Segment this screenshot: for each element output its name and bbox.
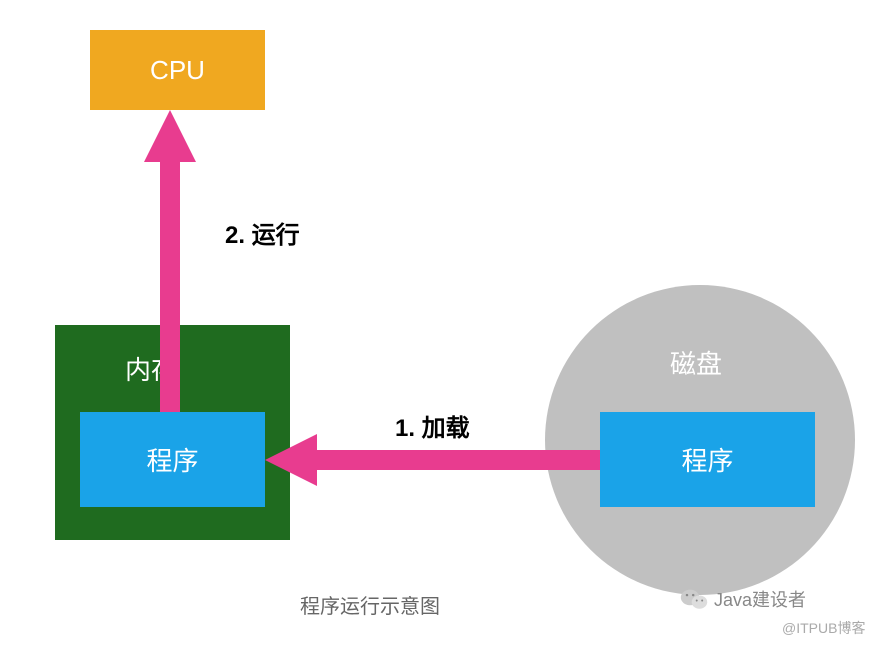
watermark-main-text: Java建设者 (714, 586, 806, 612)
program-memory-node: 程序 (80, 412, 265, 507)
cpu-label: CPU (150, 55, 205, 86)
program-memory-label: 程序 (146, 441, 198, 478)
program-disk-node: 程序 (600, 412, 815, 507)
wechat-icon (680, 587, 708, 611)
cpu-node: CPU (90, 30, 265, 110)
run-arrow (140, 110, 200, 415)
run-edge-label: 2. 运行 (225, 215, 300, 250)
load-edge-label: 1. 加载 (395, 408, 470, 443)
diagram-caption: 程序运行示意图 (300, 590, 440, 619)
disk-label: 磁盘 (670, 344, 722, 381)
watermark-main: Java建设者 (680, 586, 806, 612)
program-disk-label: 程序 (681, 441, 733, 478)
watermark-sub: @ITPUB博客 (782, 618, 865, 638)
